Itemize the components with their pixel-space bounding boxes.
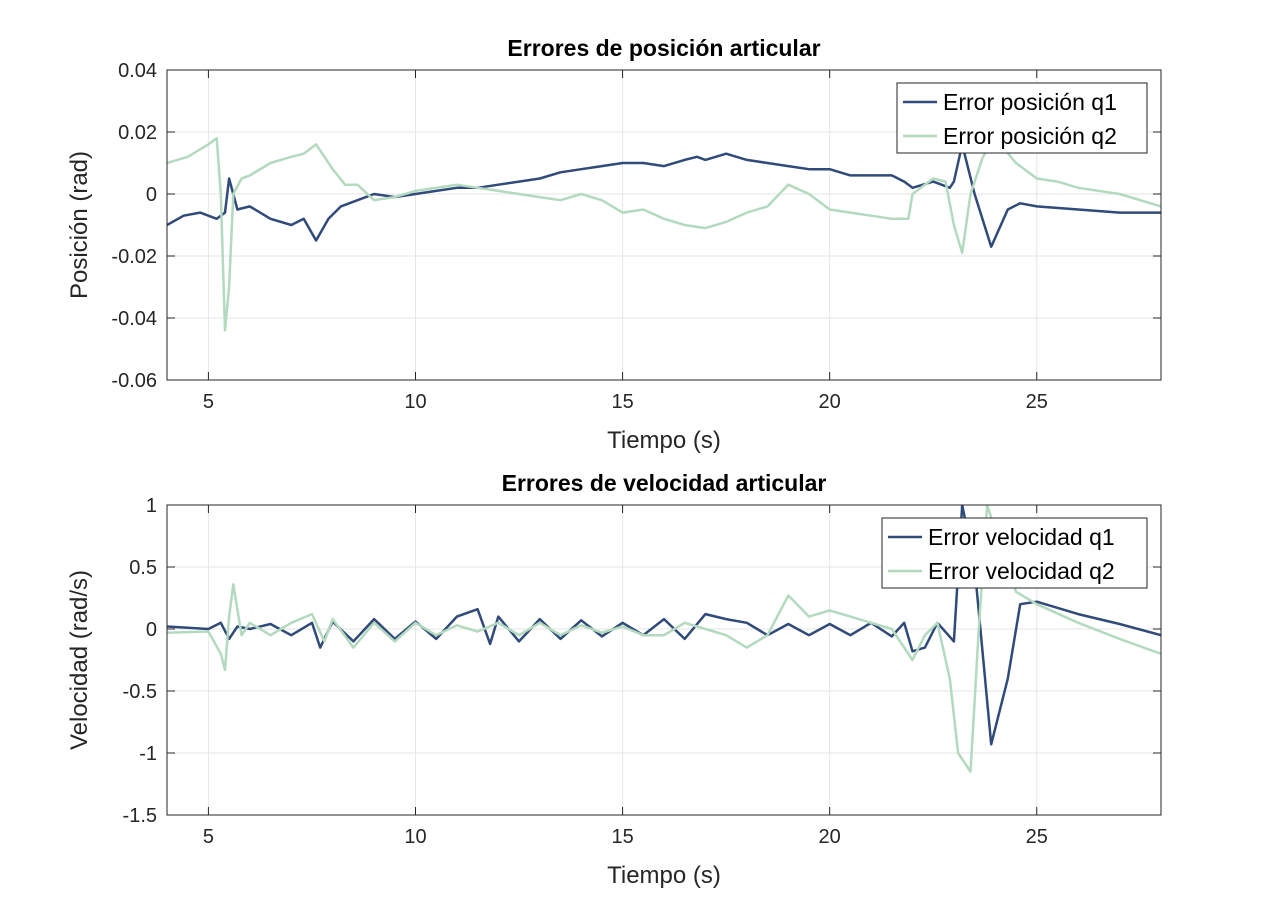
- position-legend: Error posición q1 Error posición q2: [896, 82, 1148, 154]
- x-tick-label: 10: [404, 391, 426, 413]
- x-tick-label: 25: [1026, 391, 1048, 413]
- y-tick-label: -0.02: [111, 246, 157, 268]
- position-plot-ylabel: Posición (rad): [66, 151, 93, 299]
- x-tick-label: 20: [819, 391, 841, 413]
- x-tick-label: 25: [1026, 826, 1048, 848]
- x-tick-label: 15: [611, 826, 633, 848]
- x-tick-label: 20: [819, 826, 841, 848]
- y-tick-label: -1.5: [123, 805, 157, 827]
- velocity-plot-xlabel: Tiempo (s): [607, 862, 721, 889]
- y-tick-label: 0.5: [129, 557, 157, 579]
- y-tick-label: -0.04: [111, 308, 157, 330]
- position-plot-title: Errores de posición articular: [507, 35, 820, 61]
- velocity-legend-label-q1: Error velocidad q1: [928, 524, 1115, 550]
- velocity-legend-box: [881, 517, 1148, 589]
- velocity-plot-ylabel: Velocidad (rad/s): [66, 570, 93, 750]
- position-legend-label-q1: Error posición q1: [943, 89, 1117, 115]
- position-plot-xlabel: Tiempo (s): [607, 427, 721, 454]
- y-tick-label: 0: [146, 184, 157, 206]
- position-axes-box: [166, 69, 1162, 381]
- x-tick-label: 10: [404, 826, 426, 848]
- x-tick-label: 15: [611, 391, 633, 413]
- velocity-legend-label-q2: Error velocidad q2: [928, 558, 1115, 584]
- velocity-ticks: 5 10 15 20 25 -1.5 -1 -0.5 0 0.5 1: [123, 495, 1161, 848]
- position-series-group: [167, 136, 1161, 332]
- y-tick-label: -0.06: [111, 370, 157, 392]
- position-legend-label-q2: Error posición q2: [943, 123, 1117, 149]
- velocity-legend: Error velocidad q1 Error velocidad q2: [881, 517, 1148, 589]
- y-tick-label: 0: [146, 619, 157, 641]
- velocity-error-plot: 5 10 15 20 25 -1.5 -1 -0.5 0 0.5 1 Errores de veloc…: [66, 470, 1162, 889]
- y-tick-label: 0.02: [118, 122, 157, 144]
- y-tick-label: 0.04: [118, 60, 157, 82]
- velocity-plot-title: Errores de velocidad articular: [502, 470, 827, 496]
- position-series-q2-line: [167, 136, 1161, 332]
- velocity-axes-box: [166, 504, 1162, 816]
- position-legend-box: [896, 82, 1148, 154]
- y-tick-label: 1: [146, 495, 157, 517]
- velocity-series-group: [167, 505, 1161, 773]
- x-tick-label: 5: [203, 826, 214, 848]
- x-tick-label: 5: [203, 391, 214, 413]
- y-tick-label: -1: [139, 743, 157, 765]
- velocity-series-q2-line: [167, 505, 1161, 773]
- position-error-plot: 5 10 15 20 25 -0.06 -0.04 -0.02 0 0.02 0.04 Errores…: [66, 35, 1162, 454]
- position-series-q1-line: [167, 143, 1161, 248]
- position-ticks: 5 10 15 20 25 -0.06 -0.04 -0.02 0 0.02 0.04: [111, 60, 1161, 413]
- y-tick-label: -0.5: [123, 681, 157, 703]
